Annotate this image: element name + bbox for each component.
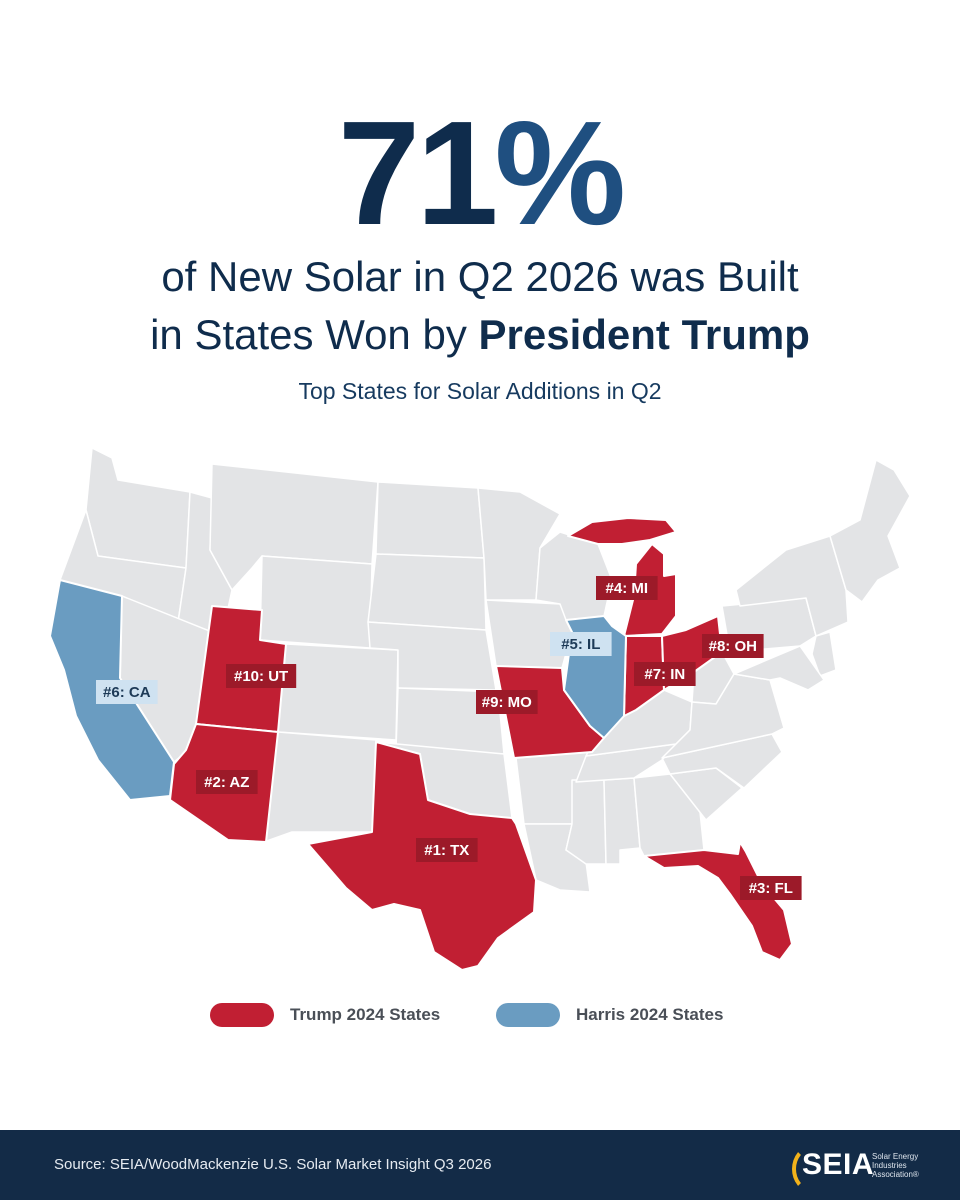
footer-bar: Source: SEIA/WoodMackenzie U.S. Solar Ma… — [0, 1130, 960, 1200]
state-ms — [565, 779, 607, 865]
state-va — [661, 673, 785, 759]
state-label-bg-tx — [416, 838, 478, 862]
state-label-ca: #6: CA — [103, 684, 151, 701]
state-labels: #1: TX #2: AZ #3: FL #4: MI #5: IL #6: CA #7: … — [96, 576, 802, 900]
state-label-bg-mo — [476, 690, 538, 714]
state-mi-upper — [567, 517, 677, 545]
source-citation: Source: SEIA/WoodMackenzie U.S. Solar Ma… — [54, 1156, 492, 1173]
state-nm — [263, 731, 377, 843]
subheadline-emphasis: President Trump — [478, 311, 810, 358]
state-label-bg-il — [550, 632, 612, 656]
state-label-bg-mi — [596, 576, 658, 600]
state-label-bg-ca — [96, 680, 158, 704]
us-states-map: #1: TX #2: AZ #3: FL #4: MI #5: IL #6: CA #7: … — [49, 447, 911, 971]
state-label-bg-fl — [740, 876, 802, 900]
state-label-bg-in — [634, 662, 696, 686]
state-label-in: #7: IN — [644, 666, 685, 683]
headline-percent-sign: % — [494, 91, 627, 256]
state-nd — [375, 481, 485, 559]
state-wa — [85, 447, 191, 569]
logo-wordmark: SEIA — [802, 1148, 875, 1181]
state-label-mi: #4: MI — [606, 580, 649, 597]
headline-number: 71 — [337, 91, 499, 256]
state-label-bg-oh — [702, 634, 764, 658]
state-md-de — [733, 645, 825, 691]
subheadline-line-1: of New Solar in Q2 2026 was Built — [161, 253, 799, 300]
sun-arc-icon — [792, 1146, 830, 1192]
state-label-az: #2: AZ — [204, 774, 249, 791]
state-label-fl: #3: FL — [749, 880, 793, 897]
subheadline: of New Solar in Q2 2026 was Built in Sta… — [0, 248, 960, 364]
state-wy — [259, 555, 373, 649]
state-fl — [643, 841, 793, 961]
state-sd — [367, 553, 487, 631]
legend-trump-swatch — [210, 1003, 274, 1027]
state-label-bg-az — [196, 770, 258, 794]
state-label-tx: #1: TX — [424, 842, 469, 859]
state-label-il: #5: IL — [561, 636, 600, 653]
subheadline-line-2: in States Won by President Trump — [0, 306, 960, 364]
legend-harris-label: Harris 2024 States — [576, 1005, 724, 1024]
state-new-england — [829, 459, 911, 603]
seia-logo: SEIA Solar Energy Industries Association… — [792, 1142, 932, 1192]
state-label-mo: #9: MO — [482, 694, 532, 711]
subheadline-line-2-prefix: in States Won by — [150, 311, 479, 358]
legend-trump-label: Trump 2024 States — [290, 1005, 441, 1024]
state-co — [277, 643, 399, 741]
state-ny — [735, 535, 849, 637]
legend-harris-swatch — [496, 1003, 560, 1027]
state-label-ut: #10: UT — [234, 668, 288, 685]
map-title: Top States for Solar Additions in Q2 — [298, 378, 662, 404]
state-nj — [811, 631, 837, 677]
legend-harris: Harris 2024 States — [496, 1002, 723, 1028]
state-label-bg-ut — [226, 664, 297, 688]
logo-tagline: Solar Energy Industries Association® — [872, 1152, 919, 1179]
headline-percent: 71% — [0, 100, 960, 248]
legend-trump: Trump 2024 States — [210, 1002, 440, 1028]
state-label-oh: #8: OH — [709, 638, 757, 655]
